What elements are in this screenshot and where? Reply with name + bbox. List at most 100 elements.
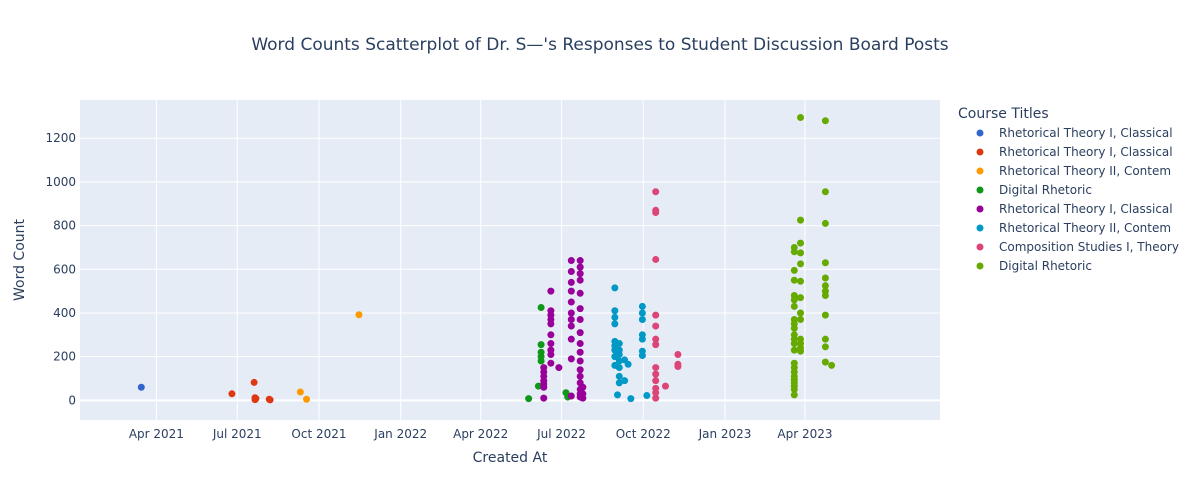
data-point[interactable] [790, 391, 798, 399]
data-point[interactable] [250, 378, 258, 386]
data-point[interactable] [638, 335, 646, 343]
data-point[interactable] [661, 382, 669, 390]
data-point[interactable] [537, 341, 545, 349]
data-point[interactable] [790, 346, 798, 354]
data-point[interactable] [525, 395, 533, 403]
data-point[interactable] [547, 359, 555, 367]
data-point[interactable] [821, 282, 829, 290]
data-point[interactable] [567, 335, 575, 343]
data-point[interactable] [627, 395, 635, 403]
data-point[interactable] [643, 392, 651, 400]
data-point[interactable] [137, 383, 145, 391]
data-point[interactable] [821, 188, 829, 196]
data-point[interactable] [611, 307, 619, 315]
data-point[interactable] [537, 357, 545, 365]
data-point[interactable] [638, 352, 646, 360]
data-point[interactable] [821, 219, 829, 227]
data-point[interactable] [828, 361, 836, 369]
data-point[interactable] [790, 296, 798, 304]
data-point[interactable] [790, 302, 798, 310]
data-point[interactable] [266, 396, 274, 404]
data-point[interactable] [790, 324, 798, 332]
data-point[interactable] [567, 316, 575, 324]
legend-item[interactable]: Rhetorical Theory II, Contem [976, 164, 1172, 178]
data-point[interactable] [567, 257, 575, 265]
data-point[interactable] [615, 357, 623, 365]
data-point[interactable] [303, 395, 311, 403]
data-point[interactable] [540, 383, 548, 391]
data-point[interactable] [615, 350, 623, 358]
data-point[interactable] [638, 302, 646, 310]
data-point[interactable] [567, 287, 575, 295]
data-point[interactable] [797, 216, 805, 224]
data-point[interactable] [576, 372, 584, 380]
data-point[interactable] [576, 270, 584, 278]
data-point[interactable] [652, 394, 660, 402]
data-point[interactable] [540, 394, 548, 402]
data-point[interactable] [567, 278, 575, 286]
data-point[interactable] [652, 377, 660, 385]
data-point[interactable] [547, 340, 555, 348]
data-point[interactable] [797, 239, 805, 247]
data-point[interactable] [252, 395, 260, 403]
data-point[interactable] [576, 340, 584, 348]
data-point[interactable] [652, 389, 660, 397]
data-point[interactable] [615, 340, 623, 348]
data-point[interactable] [797, 113, 805, 121]
data-point[interactable] [652, 370, 660, 378]
data-point[interactable] [821, 311, 829, 319]
legend-item[interactable]: Rhetorical Theory I, Classical [976, 145, 1173, 159]
data-point[interactable] [576, 366, 584, 374]
data-point[interactable] [567, 309, 575, 317]
data-point[interactable] [296, 388, 304, 396]
data-point[interactable] [624, 360, 632, 368]
legend-item[interactable]: Rhetorical Theory I, Classical [976, 202, 1173, 216]
data-point[interactable] [576, 289, 584, 297]
legend-item[interactable]: Rhetorical Theory II, Contem [976, 221, 1172, 235]
data-point[interactable] [567, 267, 575, 275]
data-point[interactable] [821, 335, 829, 343]
data-point[interactable] [821, 274, 829, 282]
data-point[interactable] [790, 276, 798, 284]
data-point[interactable] [821, 358, 829, 366]
data-point[interactable] [652, 335, 660, 343]
data-point[interactable] [652, 322, 660, 330]
data-point[interactable] [797, 316, 805, 324]
data-point[interactable] [790, 266, 798, 274]
data-point[interactable] [797, 260, 805, 268]
data-point[interactable] [547, 287, 555, 295]
data-point[interactable] [576, 316, 584, 324]
data-point[interactable] [821, 291, 829, 299]
data-point[interactable] [576, 263, 584, 271]
data-point[interactable] [821, 117, 829, 125]
data-point[interactable] [567, 355, 575, 363]
data-point[interactable] [567, 392, 575, 400]
data-point[interactable] [821, 343, 829, 351]
data-point[interactable] [547, 350, 555, 358]
data-point[interactable] [797, 347, 805, 355]
data-point[interactable] [555, 364, 563, 372]
data-point[interactable] [579, 383, 587, 391]
data-point[interactable] [652, 255, 660, 263]
legend-item[interactable]: Digital Rhetoric [976, 183, 1092, 197]
data-point[interactable] [611, 284, 619, 292]
legend-item[interactable]: Rhetorical Theory I, Classical [976, 126, 1173, 140]
data-point[interactable] [579, 394, 587, 402]
data-point[interactable] [797, 249, 805, 257]
data-point[interactable] [355, 311, 363, 319]
data-point[interactable] [652, 188, 660, 196]
data-point[interactable] [790, 385, 798, 393]
data-point[interactable] [228, 390, 236, 398]
data-point[interactable] [547, 320, 555, 328]
data-point[interactable] [790, 248, 798, 256]
data-point[interactable] [615, 379, 623, 387]
data-point[interactable] [615, 364, 623, 372]
data-point[interactable] [547, 331, 555, 339]
legend-item[interactable]: Composition Studies I, Theory [976, 240, 1179, 254]
data-point[interactable] [652, 208, 660, 216]
data-point[interactable] [821, 259, 829, 267]
data-point[interactable] [652, 364, 660, 372]
data-point[interactable] [621, 377, 629, 385]
data-point[interactable] [534, 382, 542, 390]
data-point[interactable] [611, 313, 619, 321]
